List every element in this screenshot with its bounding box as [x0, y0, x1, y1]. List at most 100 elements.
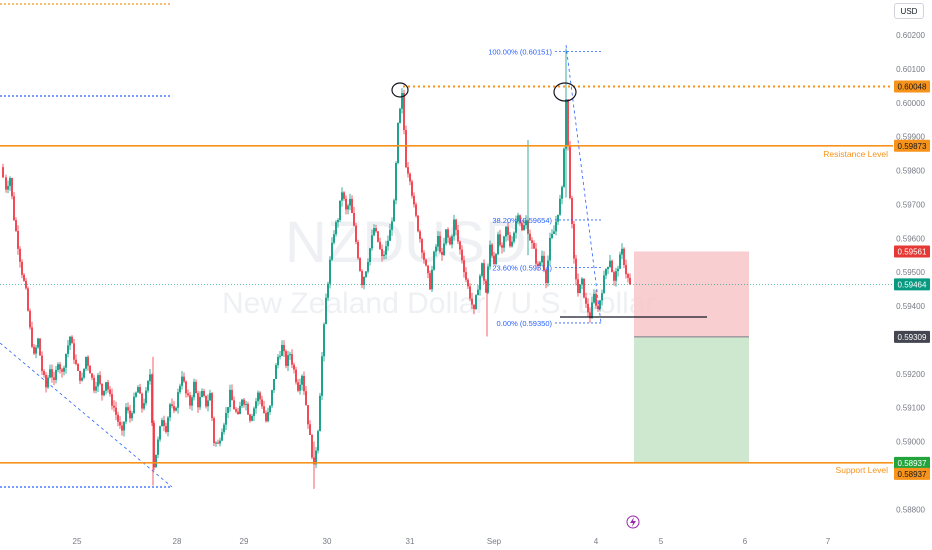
- candle: [421, 237, 423, 259]
- candle-body: [31, 327, 33, 347]
- candle: [63, 365, 65, 376]
- candle: [259, 391, 261, 405]
- candle-body: [281, 344, 283, 356]
- candle: [541, 250, 543, 267]
- y-tick-label: 0.58800: [896, 505, 925, 514]
- candle-body: [449, 237, 451, 245]
- candle: [335, 220, 337, 237]
- candle: [87, 355, 89, 371]
- candle-body: [269, 405, 271, 413]
- candle-body: [593, 293, 595, 303]
- candle-body: [185, 381, 187, 394]
- candle: [505, 226, 507, 242]
- candle: [71, 335, 73, 344]
- candle: [175, 406, 177, 412]
- candle-body: [495, 254, 497, 265]
- candle-body: [255, 401, 257, 409]
- candle: [161, 417, 163, 427]
- candle-body: [445, 229, 447, 244]
- candle-body: [531, 240, 533, 244]
- candle-body: [195, 381, 197, 394]
- candle-body: [105, 382, 107, 391]
- candle-body: [39, 338, 41, 356]
- candle: [339, 200, 341, 222]
- candle-body: [277, 356, 279, 366]
- candle: [535, 242, 537, 269]
- candle-body: [59, 364, 61, 370]
- candle-body: [261, 399, 263, 407]
- candle-body: [73, 343, 75, 360]
- candle: [119, 416, 121, 429]
- candle: [83, 368, 85, 380]
- candle-body: [51, 369, 53, 378]
- candle: [55, 366, 57, 384]
- candle-body: [383, 254, 385, 257]
- fib-0-label: 0.00% (0.59350): [497, 319, 553, 328]
- candle-body: [475, 295, 477, 310]
- candle: [229, 384, 231, 412]
- candle: [529, 229, 531, 242]
- candle-body: [347, 205, 349, 210]
- candle: [595, 290, 597, 309]
- candle: [521, 220, 523, 232]
- candle: [397, 122, 399, 165]
- candle-body: [549, 237, 551, 261]
- candle: [583, 278, 585, 299]
- candle-body: [135, 392, 137, 397]
- candle-body: [567, 99, 569, 146]
- candle: [275, 363, 277, 380]
- candle: [323, 322, 325, 362]
- price-axis[interactable]: 0.60200 0.60100 0.60000 0.59900 0.59800 0.597…: [896, 31, 925, 514]
- currency-button[interactable]: USD: [894, 3, 924, 19]
- candle-body: [611, 260, 613, 273]
- candle-body: [159, 426, 161, 440]
- candle: [467, 278, 469, 290]
- candle-body: [403, 93, 405, 131]
- candle: [427, 265, 429, 279]
- candlestick-series: [2, 48, 631, 489]
- candle-body: [181, 376, 183, 386]
- candle-body: [487, 266, 489, 293]
- y-tick-label: 0.60000: [896, 99, 925, 108]
- candle-body: [569, 145, 571, 199]
- candle: [385, 240, 387, 260]
- candle-body: [223, 424, 225, 433]
- candle-body: [371, 235, 373, 249]
- candle-body: [17, 230, 19, 249]
- candle-body: [127, 407, 129, 411]
- candle: [133, 392, 135, 415]
- candle: [81, 372, 83, 382]
- time-axis[interactable]: 25 28 29 30 31 Sep 4 5 6 7: [73, 537, 831, 546]
- candle: [507, 222, 509, 241]
- candle-body: [173, 406, 175, 411]
- candle-body: [47, 377, 49, 388]
- candle-body: [233, 400, 235, 410]
- candle-body: [499, 234, 501, 246]
- candle-body: [253, 408, 255, 416]
- candle: [519, 214, 521, 227]
- candle-body: [513, 232, 515, 242]
- candle: [131, 410, 133, 422]
- candle-body: [251, 415, 253, 421]
- candle-body: [387, 240, 389, 247]
- candle-body: [511, 241, 513, 247]
- candle: [249, 413, 251, 423]
- candle: [51, 364, 53, 383]
- price-tag-label: 0.58937: [898, 459, 927, 468]
- candle: [147, 380, 149, 393]
- candle-body: [101, 383, 103, 396]
- candle-body: [361, 270, 363, 286]
- candle-body: [243, 399, 245, 405]
- candle-body: [391, 221, 393, 230]
- candle-body: [21, 261, 23, 275]
- candle: [369, 247, 371, 266]
- candle-body: [591, 302, 593, 319]
- candle-body: [7, 185, 9, 190]
- candle: [445, 229, 447, 246]
- candle-body: [411, 181, 413, 196]
- candle-body: [205, 395, 207, 407]
- candle: [93, 374, 95, 394]
- candle-body: [619, 254, 621, 269]
- candle: [591, 296, 593, 319]
